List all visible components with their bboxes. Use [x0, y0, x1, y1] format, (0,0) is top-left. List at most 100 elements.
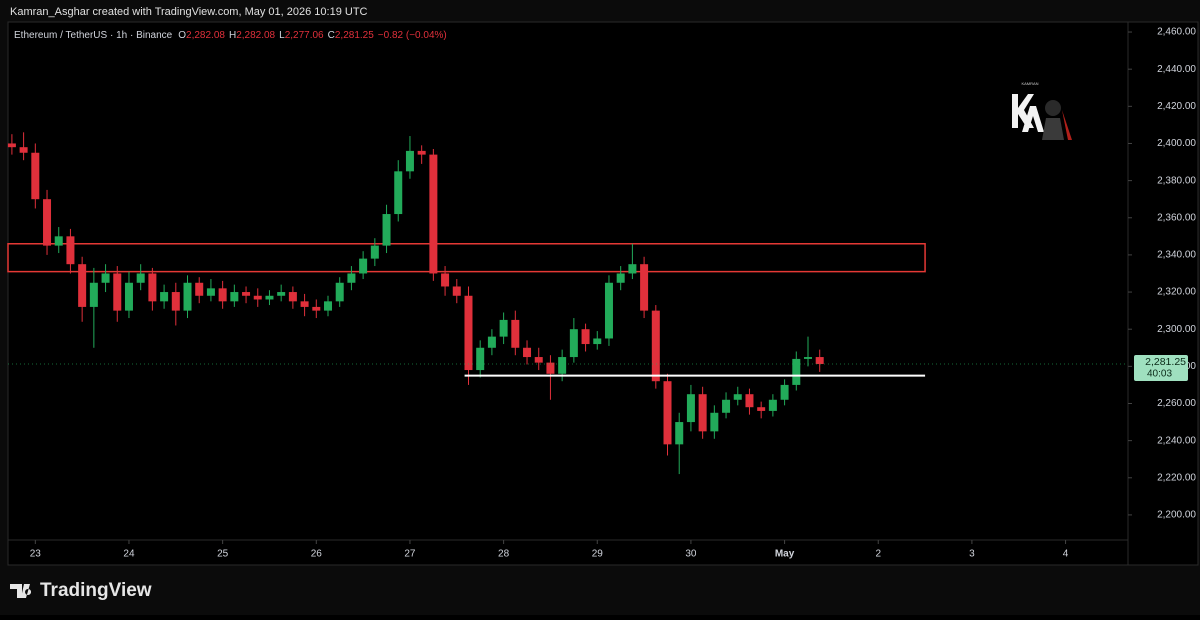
candle-body	[230, 292, 239, 302]
candle-body	[242, 292, 251, 296]
candle-body	[218, 288, 227, 302]
last-price-label: 2,281.25	[1145, 356, 1186, 368]
candle-body	[441, 273, 450, 287]
candle-body	[476, 347, 485, 371]
candle-body	[464, 295, 473, 371]
candle-body	[815, 357, 824, 365]
candle-body	[195, 282, 204, 296]
legend-text: Ethereum / TetherUS · 1h · Binance O2,282…	[14, 30, 447, 41]
candle-body	[569, 329, 578, 358]
plot-frame	[7, 21, 1199, 566]
candle-body	[534, 357, 543, 363]
candle-body	[359, 258, 368, 274]
candle-body	[792, 358, 801, 385]
candle-body	[7, 143, 16, 148]
candle-body	[663, 381, 672, 445]
candle-body	[604, 282, 613, 339]
candle-body	[171, 292, 180, 311]
candle-body	[347, 273, 356, 283]
y-tick-label: 2,420.00	[1157, 101, 1196, 112]
candle-body	[675, 422, 684, 445]
candle-body	[382, 214, 391, 246]
y-tick-label: 2,460.00	[1157, 27, 1196, 38]
candle-body	[499, 319, 508, 337]
ohlc-key: O	[178, 30, 186, 41]
candle-body	[511, 319, 520, 348]
logo-bg	[1008, 88, 1076, 142]
candle-body	[686, 394, 695, 423]
last-price-box	[1134, 355, 1188, 382]
candle-body	[698, 394, 707, 432]
symbol: Ethereum / TetherUS · 1h · Binance	[14, 30, 173, 41]
candle-body	[651, 310, 660, 382]
candle-body	[31, 152, 40, 200]
candle-body	[160, 292, 169, 302]
candle-body	[54, 236, 63, 246]
candle-body	[78, 264, 87, 307]
candle-body	[405, 150, 414, 172]
candle-body	[148, 273, 157, 302]
candle-body	[206, 288, 215, 296]
y-tick-label: 2,220.00	[1157, 472, 1196, 483]
ohlc-key: H	[229, 30, 236, 41]
candle-body	[89, 282, 98, 307]
x-tick-label: May	[775, 549, 795, 560]
x-tick-label: 27	[404, 549, 416, 560]
x-tick-label: 25	[217, 549, 229, 560]
x-tick-label: 26	[311, 549, 323, 560]
candle-body	[113, 273, 122, 311]
candle-body	[593, 338, 602, 345]
change: −0.82 (−0.04%)	[378, 30, 447, 41]
candle-body	[581, 329, 590, 345]
logo-a	[1022, 106, 1044, 132]
candle-body	[394, 171, 403, 215]
watermark-logo: KAMRAN	[1008, 81, 1076, 142]
candle-body	[558, 357, 567, 374]
candle-body	[335, 282, 344, 302]
candle-body	[277, 292, 286, 296]
y-tick-label: 2,260.00	[1157, 398, 1196, 409]
ohlc-legend: Ethereum / TetherUS · 1h · Binance O2,282…	[14, 30, 447, 41]
ohlc-value: 2,281.25	[335, 30, 374, 41]
candle-body	[183, 282, 192, 311]
candle-body	[43, 199, 52, 246]
attribution: Kamran_Asghar created with TradingView.c…	[10, 6, 368, 18]
y-tick-label: 2,300.00	[1157, 324, 1196, 335]
candle-body	[628, 264, 637, 274]
candle-body	[324, 301, 332, 311]
candle-body	[804, 357, 812, 359]
candle-body	[487, 336, 496, 348]
candle-body	[640, 264, 649, 311]
ohlc-value: 2,277.06	[285, 30, 324, 41]
x-tick-label: 23	[30, 549, 42, 560]
candle-body	[66, 236, 75, 265]
y-tick-label: 2,340.00	[1157, 250, 1196, 261]
logo-figure-head	[1045, 100, 1061, 116]
candle-body	[265, 295, 274, 300]
countdown: 40:03	[1147, 369, 1172, 380]
candle-body	[768, 399, 777, 411]
candle-body	[745, 394, 754, 408]
candle-body	[417, 150, 426, 155]
y-tick-label: 2,200.00	[1157, 510, 1196, 521]
candle-body	[722, 399, 731, 413]
y-tick-label: 2,240.00	[1157, 435, 1196, 446]
ohlc-value: 2,282.08	[186, 30, 225, 41]
x-tick-label: 24	[123, 549, 135, 560]
candle-body	[370, 245, 379, 259]
candle-body	[312, 306, 321, 311]
y-tick-label: 2,360.00	[1157, 212, 1196, 223]
brand-name: TradingView	[40, 580, 152, 601]
x-tick-label: 2	[875, 549, 881, 560]
candle-body	[733, 394, 742, 400]
y-tick-label: 2,320.00	[1157, 287, 1196, 298]
candle-body	[288, 292, 297, 302]
y-tick-label: 2,380.00	[1157, 175, 1196, 186]
logo-caption: KAMRAN	[1021, 81, 1038, 86]
brand-mark	[10, 584, 32, 598]
y-tick-label: 2,440.00	[1157, 64, 1196, 75]
candle-body	[523, 347, 532, 358]
candle-body	[253, 295, 262, 300]
x-tick-label: 28	[498, 549, 510, 560]
